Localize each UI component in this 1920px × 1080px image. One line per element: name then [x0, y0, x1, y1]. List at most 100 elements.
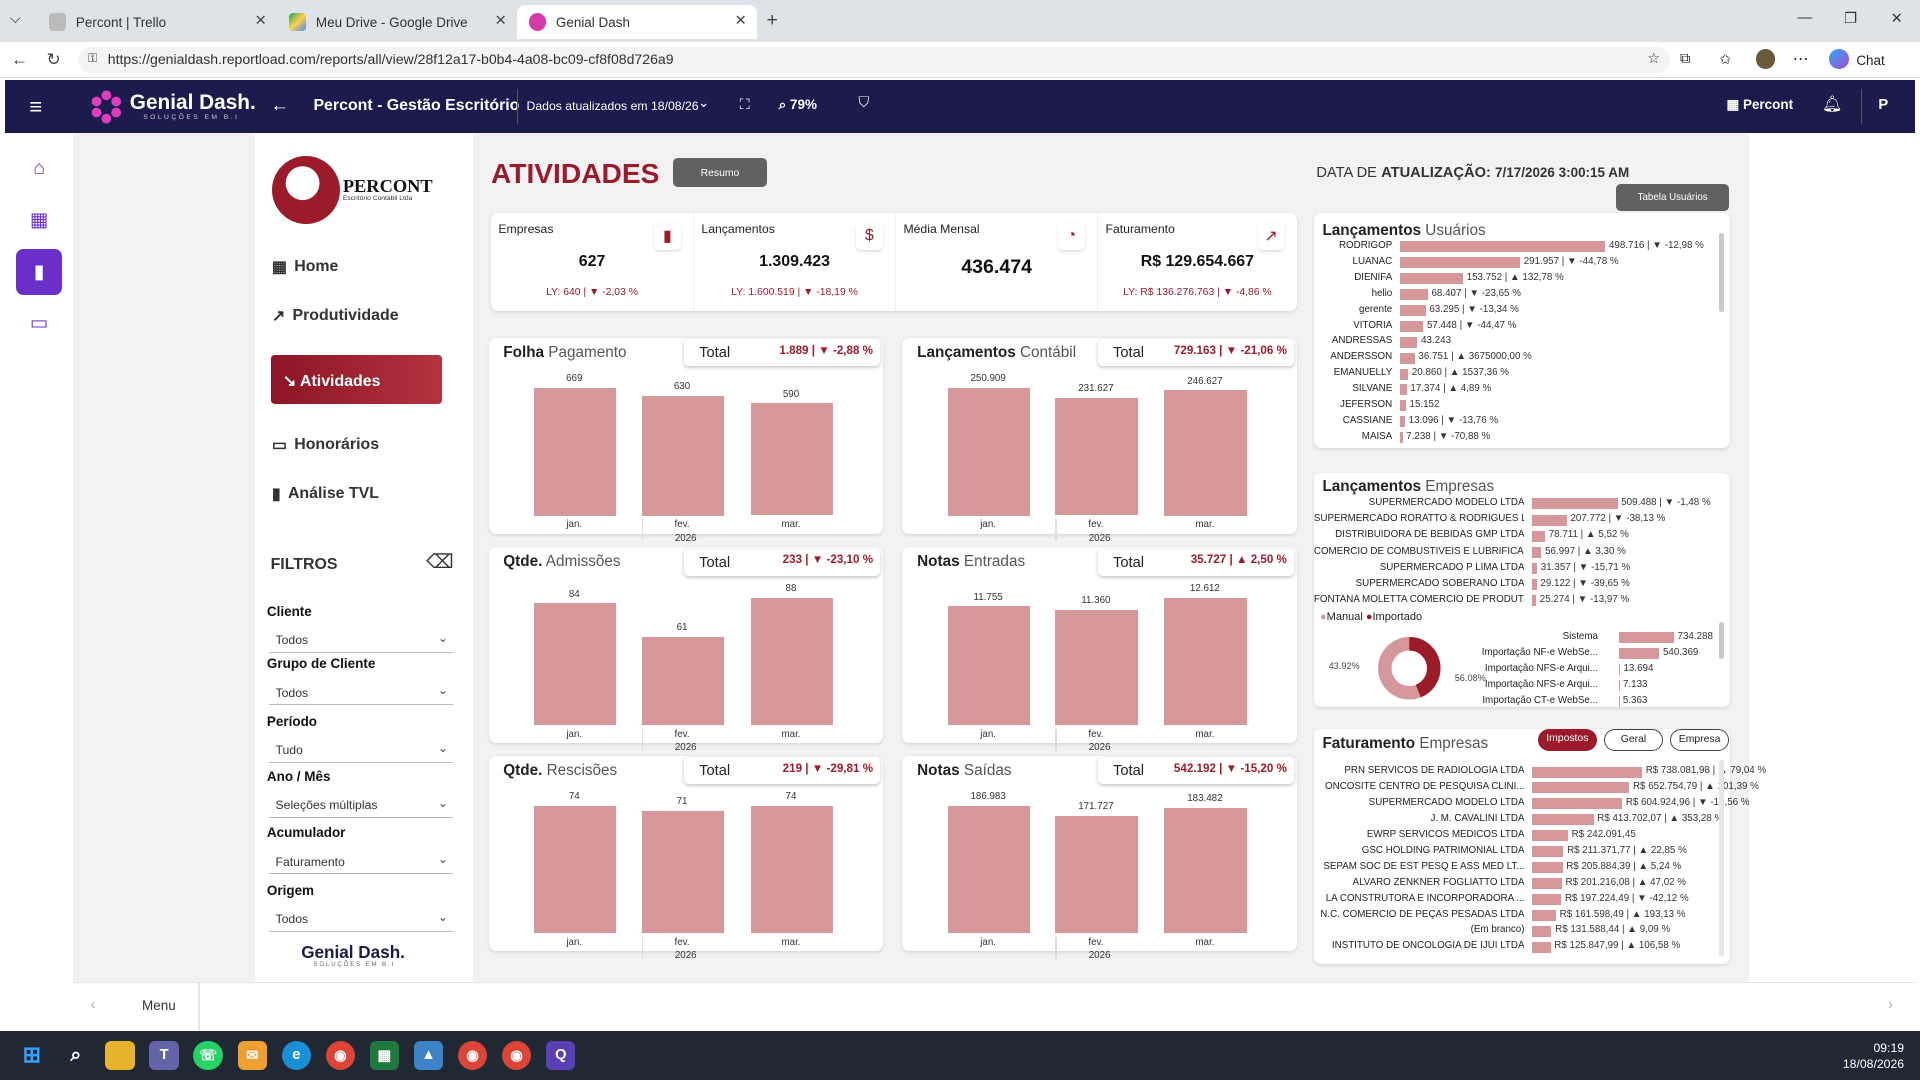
bar	[1531, 941, 1551, 953]
tab-trello[interactable]: Percont | Trello ✕	[37, 5, 277, 39]
report-sidebar: PERCONT Escritório Contábil Ltda ▦ Home ↗…	[254, 133, 473, 983]
bar	[1531, 766, 1643, 778]
file-explorer-icon[interactable]	[105, 1040, 135, 1071]
close-icon[interactable]: ✕	[494, 13, 507, 30]
bar-value-label: 186.983	[970, 791, 1006, 802]
filter-cliente-select[interactable]: Todos ⌄	[269, 628, 454, 653]
scrollbar[interactable]	[1719, 232, 1725, 313]
reports-icon[interactable]: ▮	[15, 248, 63, 296]
filter-ano-mes-select[interactable]: Seleções múltiplas ⌄	[269, 793, 454, 818]
clock-icon: ◔	[1058, 223, 1085, 250]
bar-name: ANDRESSAS	[1331, 335, 1393, 347]
chrome-icon[interactable]: ◉	[457, 1040, 488, 1071]
chat-label[interactable]: Chat	[1856, 52, 1885, 68]
messages-icon[interactable]: ✉	[237, 1040, 267, 1071]
filter-origem-select[interactable]: Todos ⌄	[269, 907, 454, 932]
total-box[interactable]: Total 35.727 | ▲ 2,50 %	[1098, 548, 1295, 576]
close-window-button[interactable]: ✕	[1890, 10, 1903, 27]
total-box[interactable]: Total 233 | ▼ -23,10 %	[684, 548, 881, 576]
presentation-icon[interactable]: ▭	[29, 312, 49, 335]
bar-value: 31.357 | ▼ -15,71 %	[1540, 561, 1631, 573]
menu-honorarios[interactable]: ▭ Honorários	[271, 435, 380, 454]
back-arrow-icon[interactable]: ←	[270, 94, 289, 116]
total-box[interactable]: Total 542.192 | ▼ -15,20 %	[1098, 756, 1295, 784]
bar-value: 207.772 | ▼ -38,13 %	[1570, 513, 1666, 525]
filter-acumulador-select[interactable]: Faturamento ⌄	[269, 849, 454, 875]
empresa-button[interactable]: Empresa	[1670, 728, 1729, 751]
geral-button[interactable]: Geral	[1604, 728, 1663, 751]
bell-icon[interactable]: 🔔︎	[1822, 96, 1843, 114]
bar-value-label: 88	[785, 582, 797, 594]
chart-title: Qtde. Rescisões	[503, 761, 618, 779]
bar	[750, 805, 833, 934]
new-tab-button[interactable]: +	[766, 8, 778, 31]
total-box[interactable]: Total 219 | ▼ -29,81 %	[684, 756, 881, 784]
bar	[641, 810, 724, 934]
bar-name: ALVARO ZENKNER FOGLIATTO LTDA	[1352, 876, 1525, 888]
teams-icon[interactable]: T	[149, 1040, 179, 1071]
url-field[interactable]: ⚿ https://genialdash.reportload.com/repor…	[78, 46, 1671, 74]
app-icon[interactable]: Q	[546, 1040, 576, 1071]
menu-analise-tvl[interactable]: ▮ Análise TVL	[271, 484, 379, 503]
menu-home[interactable]: ▦ Home	[271, 258, 339, 277]
chevron-down-icon[interactable]: ⌄	[697, 95, 710, 111]
more-menu-icon[interactable]: ⋯	[1792, 50, 1809, 68]
tabela-usuarios-button[interactable]: Tabela Usuários	[1616, 183, 1729, 211]
app-logo-text: Genial Dash.	[129, 90, 256, 114]
photos-icon[interactable]: ▲	[413, 1040, 444, 1071]
filter-grupo-select[interactable]: Todos ⌄	[269, 680, 454, 706]
clear-filters-icon[interactable]: ⌫	[426, 550, 454, 573]
close-icon[interactable]: ✕	[254, 13, 267, 30]
x-tick-label: jan.	[980, 519, 997, 531]
copilot-icon[interactable]	[1829, 48, 1849, 69]
favorite-star-icon[interactable]: ☆	[1647, 51, 1661, 68]
bar	[1531, 782, 1630, 794]
back-icon[interactable]: ←	[11, 48, 29, 69]
site-info-icon[interactable]: ⚿	[88, 51, 98, 66]
chrome-icon[interactable]: ◉	[325, 1040, 356, 1071]
filter-periodo-select[interactable]: Tudo ⌄	[269, 738, 454, 763]
resumo-button[interactable]: Resumo	[673, 157, 767, 188]
bar	[1399, 384, 1407, 396]
extensions-icon[interactable]: ⧉	[1680, 51, 1691, 68]
home-icon[interactable]: ⌂	[33, 157, 46, 180]
fit-screen-icon[interactable]: ⛶	[739, 96, 750, 113]
close-icon[interactable]: ✕	[734, 13, 747, 30]
search-icon[interactable]: ⌕	[70, 1043, 82, 1066]
tab-list-chevron-icon[interactable]: ⌵	[9, 11, 21, 28]
windows-start-icon[interactable]: ⊞	[22, 1042, 42, 1068]
bookmark-icon[interactable]: ⛉	[858, 95, 870, 112]
bar-value-label: 11.360	[1081, 595, 1111, 607]
refresh-icon[interactable]: ↻	[46, 48, 61, 69]
profile-avatar[interactable]	[1755, 48, 1776, 69]
user-avatar[interactable]: P	[1878, 96, 1889, 113]
tab-genial-dash[interactable]: Genial Dash ✕	[516, 4, 757, 40]
menu-page-tab[interactable]: Menu	[142, 997, 176, 1013]
impostos-button[interactable]: Impostos	[1537, 728, 1597, 751]
chrome-icon[interactable]: ◉	[502, 1040, 532, 1071]
org-selector[interactable]: ▦ Percont	[1726, 96, 1794, 112]
favorites-icon[interactable]: ✩	[1719, 52, 1732, 69]
zoom-control[interactable]: ⌕ 79%	[778, 96, 817, 112]
bar-value-label: 11.755	[973, 591, 1003, 603]
report-title: Percont - Gestão Escritório	[313, 96, 520, 114]
menu-produtividade[interactable]: ↗ Produtividade	[271, 307, 399, 326]
hamburger-icon[interactable]: ≡	[29, 94, 43, 120]
prev-page-icon[interactable]: ‹	[90, 996, 96, 1013]
x-year-label: 2026	[1088, 950, 1111, 962]
next-page-icon[interactable]: ›	[1888, 996, 1894, 1013]
percont-logo-sub: Escritório Contábil Ltda	[342, 194, 413, 202]
dashboard-icon[interactable]: ▦	[29, 209, 49, 232]
calculator-icon[interactable]: ▦	[369, 1040, 400, 1071]
scrollbar[interactable]	[1719, 760, 1725, 957]
menu-atividades[interactable]: ↘ Atividades	[270, 355, 443, 405]
tab-drive[interactable]: Meu Drive - Google Drive ✕	[277, 5, 517, 39]
scrollbar[interactable]	[1719, 622, 1725, 659]
restore-button[interactable]: ❐	[1844, 10, 1858, 27]
x-year-label: 2026	[1088, 742, 1111, 754]
minimize-button[interactable]: —	[1797, 9, 1813, 26]
total-box[interactable]: Total 729.163 | ▼ -21,06 %	[1098, 339, 1295, 367]
whatsapp-icon[interactable]: ☏	[193, 1040, 223, 1071]
edge-icon[interactable]: e	[281, 1040, 311, 1071]
total-box[interactable]: Total 1.889 | ▼ -2,88 %	[684, 339, 881, 367]
